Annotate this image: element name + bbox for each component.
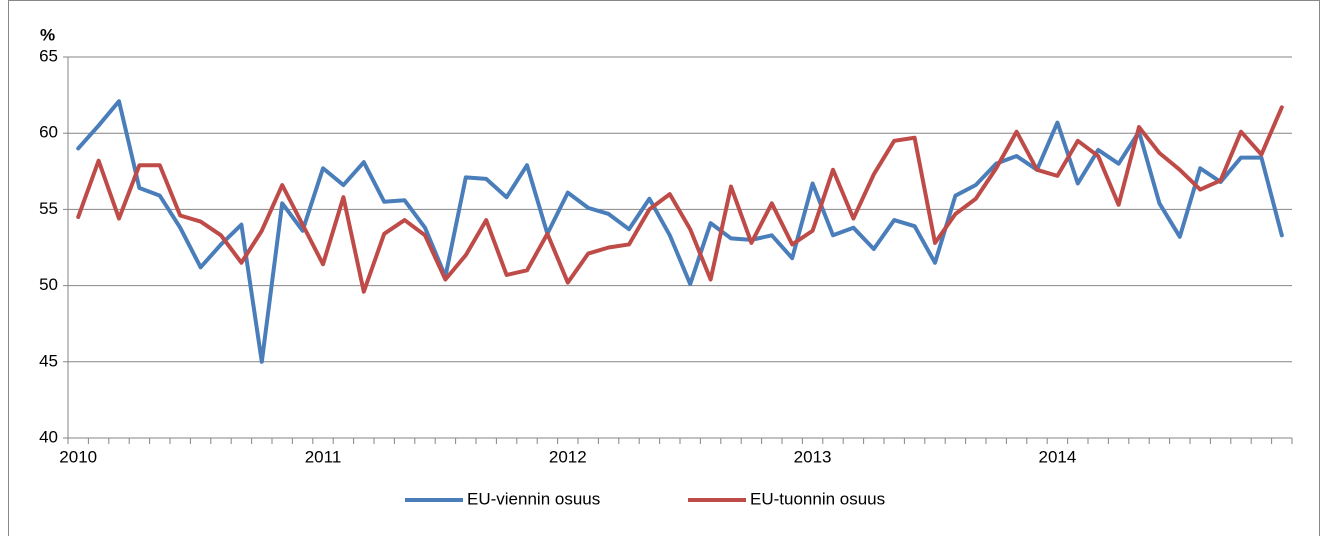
legend-label: EU-tuonnin osuus [750,489,885,508]
y-tick-label: 40 [39,427,58,446]
x-tick-label: 2011 [305,447,342,466]
y-tick-label: 50 [39,275,58,294]
y-tick-label: 55 [39,199,58,218]
legend-label: EU-viennin osuus [467,489,600,508]
line-series [76,99,1284,364]
y-tick-label: 60 [39,123,58,142]
chart-frame [8,0,1320,541]
y-tick-label: 45 [39,351,58,370]
x-tick-label: 2013 [794,447,832,466]
line-series [76,105,1284,294]
y-tick-label: 65 [39,46,58,65]
x-tick-label: 2014 [1038,447,1076,466]
y-axis-label: % [40,25,55,44]
x-tick-label: 2012 [549,447,587,466]
x-tick-label: 2010 [59,447,97,466]
